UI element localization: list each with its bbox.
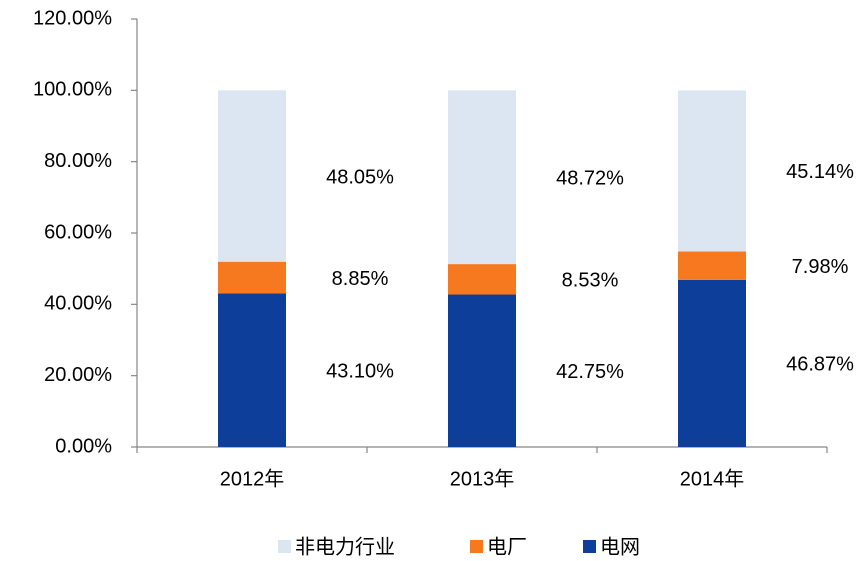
x-tick-label: 2012年 bbox=[220, 467, 285, 490]
data-label: 43.10% bbox=[326, 360, 394, 382]
bar-segment bbox=[218, 293, 286, 447]
legend-label: 非电力行业 bbox=[295, 535, 395, 558]
legend-label: 电网 bbox=[600, 535, 640, 558]
y-tick-label: 60.00% bbox=[44, 221, 112, 243]
bar-segment bbox=[678, 251, 746, 280]
bar-segment bbox=[448, 294, 516, 447]
y-tick-label: 0.00% bbox=[55, 435, 112, 457]
y-tick-label: 80.00% bbox=[44, 150, 112, 172]
y-tick-label: 20.00% bbox=[44, 364, 112, 386]
bar-segment bbox=[448, 264, 516, 295]
y-tick-label: 120.00% bbox=[33, 7, 112, 29]
legend-swatch bbox=[278, 540, 291, 553]
data-label: 42.75% bbox=[556, 361, 624, 383]
data-label: 8.85% bbox=[332, 268, 389, 290]
bar-segment bbox=[678, 279, 746, 447]
data-label: 8.53% bbox=[562, 270, 619, 292]
data-label: 46.87% bbox=[786, 354, 854, 376]
y-tick-label: 40.00% bbox=[44, 293, 112, 315]
data-label: 45.14% bbox=[786, 161, 854, 183]
data-label: 48.72% bbox=[556, 167, 624, 189]
bar-segment bbox=[448, 90, 516, 265]
legend-label: 电厂 bbox=[487, 535, 527, 558]
bar-segment bbox=[678, 90, 746, 252]
x-tick-label: 2014年 bbox=[680, 467, 745, 490]
y-tick-label: 100.00% bbox=[33, 79, 112, 101]
data-label: 7.98% bbox=[792, 256, 849, 278]
legend-swatch bbox=[583, 540, 596, 553]
data-label: 48.05% bbox=[326, 166, 394, 188]
bar-segment bbox=[218, 261, 286, 294]
x-tick-label: 2013年 bbox=[450, 467, 515, 490]
bar-segment bbox=[218, 90, 286, 262]
legend-swatch bbox=[470, 540, 483, 553]
